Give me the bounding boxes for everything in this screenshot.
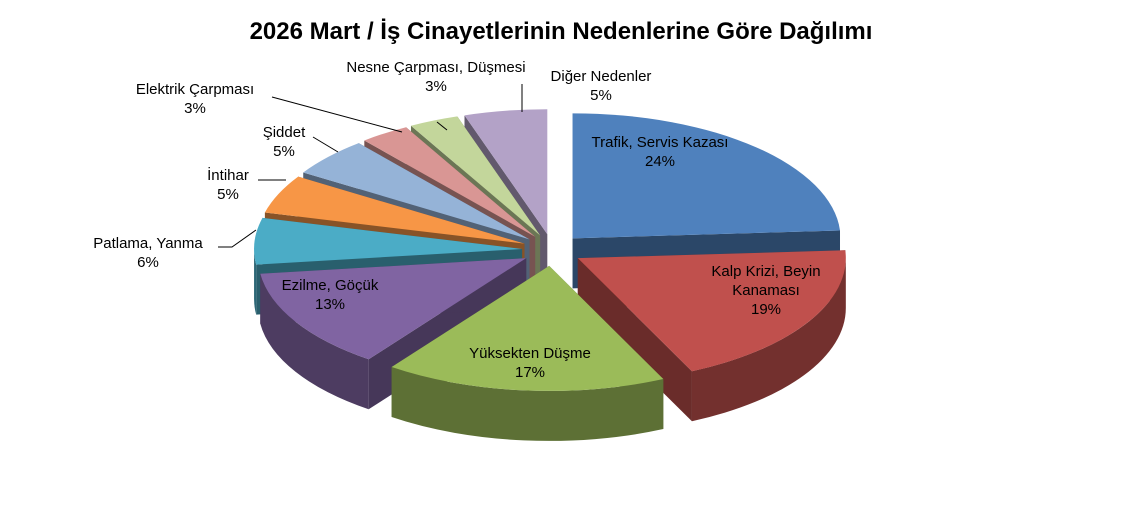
slice-top (577, 250, 846, 372)
slice-wall (391, 367, 664, 441)
slice (391, 265, 664, 441)
category-name: Patlama, Yanma (93, 235, 203, 252)
category-name: Yüksekten Düşme (469, 345, 591, 362)
slice-top (364, 127, 536, 237)
value-label: 5% (217, 186, 239, 203)
slice-wall (260, 273, 369, 410)
slice-label: Patlama, Yanma 6% (63, 234, 233, 272)
category-name: Şiddet (262, 124, 306, 141)
slice (577, 250, 846, 422)
chart-title: 2026 Mart / İş Cinayetlerinin Nedenlerin… (249, 18, 873, 45)
value-label: 17% (514, 364, 546, 381)
category-name: Trafik, Servis Kazası (591, 134, 729, 151)
slice-wall (254, 248, 257, 315)
value-label: 3% (425, 78, 447, 95)
value-label: 5% (590, 87, 612, 104)
slice-top (464, 109, 548, 235)
value-label: 24% (644, 153, 676, 170)
value-label: 5% (273, 143, 295, 160)
category-name: İntihar (207, 167, 249, 184)
slice-top (260, 258, 527, 360)
value-label: 19% (750, 301, 782, 318)
slice-label: Kalp Krizi, Beyin Kanaması 19% (681, 262, 851, 319)
slice-top (264, 176, 525, 244)
slice-side (577, 258, 692, 422)
slice-label: Şiddet 5% (244, 123, 324, 161)
slice-label: Diğer Nedenler 5% (526, 67, 676, 105)
slice-top (572, 113, 841, 239)
category-name: Kalp Krizi, Beyin Kanaması (711, 263, 821, 299)
slice-label: İntihar 5% (188, 166, 268, 204)
slice-label: Nesne Çarpması, Düşmesi 3% (346, 58, 526, 96)
slice-wall (691, 258, 846, 422)
slice-label: Yüksekten Düşme 17% (425, 344, 635, 382)
category-name: Ezilme, Göçük (281, 277, 379, 294)
leader-line (436, 121, 448, 131)
slice-label: Elektrik Çarpması 3% (110, 80, 280, 118)
slice-label: Trafik, Servis Kazası 24% (590, 133, 730, 171)
slice-top (391, 265, 664, 391)
category-name: Elektrik Çarpması (135, 81, 255, 98)
slice-top (303, 143, 530, 240)
leader-line (271, 96, 403, 133)
slice-top (410, 116, 541, 236)
leader-line (218, 229, 257, 248)
category-name: Diğer Nedenler (550, 68, 652, 85)
slice-top (254, 217, 523, 265)
value-label: 13% (314, 296, 346, 313)
category-name: Nesne Çarpması, Düşmesi (346, 59, 526, 76)
value-label: 6% (137, 254, 159, 271)
slice-label: Ezilme, Göçük 13% (255, 276, 405, 314)
value-label: 3% (184, 100, 206, 117)
leader-line (312, 136, 339, 153)
